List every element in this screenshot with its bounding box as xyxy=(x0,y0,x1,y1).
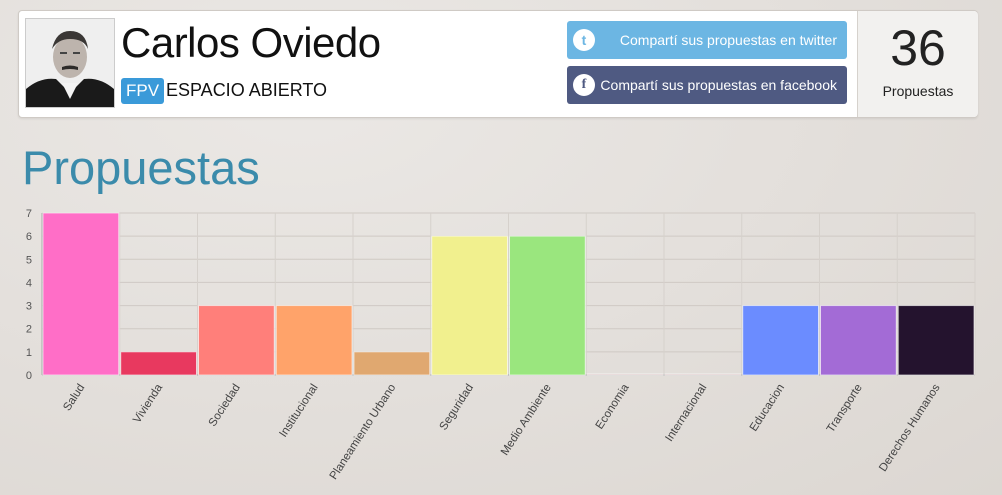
y-tick-label: 3 xyxy=(26,301,32,313)
section-title: Propuestas xyxy=(22,141,260,194)
share-facebook-label: Compartí sus propuestas en facebook xyxy=(600,77,837,93)
bar-medio-ambiente[interactable] xyxy=(509,235,586,376)
x-tick-label: Educacion xyxy=(748,382,787,434)
share-twitter-label: Compartí sus propuestas en twitter xyxy=(619,32,837,48)
proposals-bar-chart: 0 1 2 3 4 5 6 7 Salud Vivienda Sociedad Institucion… xyxy=(26,208,976,482)
x-tick-label: Derechos Humanos xyxy=(877,382,943,474)
bar-planeamiento-urbano[interactable] xyxy=(353,351,431,376)
bar-internacional[interactable] xyxy=(664,373,742,376)
bar-institucional[interactable] xyxy=(275,305,353,376)
y-tick-label: 4 xyxy=(26,277,32,289)
bar-sociedad[interactable] xyxy=(198,305,275,376)
twitter-icon: t xyxy=(573,29,595,51)
x-tick-label: Internacional xyxy=(663,382,709,444)
proposal-count: 36 xyxy=(890,20,946,76)
bar-educacion[interactable] xyxy=(742,305,819,376)
y-tick-label: 2 xyxy=(26,324,32,336)
x-tick-label: Medio Ambiente xyxy=(499,382,554,458)
y-tick-label: 6 xyxy=(26,231,32,243)
x-tick-label: Vivienda xyxy=(131,382,165,426)
y-tick-label: 0 xyxy=(26,370,32,382)
y-tick-label: 7 xyxy=(26,208,32,220)
x-tick-label: Seguridad xyxy=(438,382,477,433)
x-tick-label: Salud xyxy=(61,382,87,413)
x-tick-label: Institucional xyxy=(277,382,320,439)
x-tick-label: Sociedad xyxy=(207,382,243,429)
proposal-count-label: Propuestas xyxy=(882,83,954,99)
bar-seguridad[interactable] xyxy=(431,235,508,376)
candidate-name: Carlos Oviedo xyxy=(121,19,381,66)
proposal-count-box: 36 Propuestas xyxy=(857,11,978,117)
y-tick-label: 1 xyxy=(26,347,32,359)
facebook-icon: f xyxy=(573,74,595,96)
bar-vivienda[interactable] xyxy=(120,351,197,376)
avatar xyxy=(25,18,115,108)
share-facebook-button[interactable]: f Compartí sus propuestas en facebook xyxy=(567,66,847,104)
x-tick-label: Transporte xyxy=(825,382,865,435)
bar-transporte[interactable] xyxy=(820,305,897,376)
x-tick-label: Economia xyxy=(594,382,632,432)
share-twitter-button[interactable]: t Compartí sus propuestas en twitter xyxy=(567,21,847,59)
bar-derechos-humanos[interactable] xyxy=(897,305,975,376)
x-tick-label: Planeamiento Urbano xyxy=(328,382,399,482)
y-tick-label: 5 xyxy=(26,254,32,266)
bar-economia[interactable] xyxy=(586,373,664,376)
bar-salud[interactable] xyxy=(42,212,120,376)
candidate-card: Carlos Oviedo FPV ESPACIO ABIERTO t Comp… xyxy=(18,10,978,118)
party-name: ESPACIO ABIERTO xyxy=(166,80,328,100)
party-badge: FPV xyxy=(121,78,165,104)
